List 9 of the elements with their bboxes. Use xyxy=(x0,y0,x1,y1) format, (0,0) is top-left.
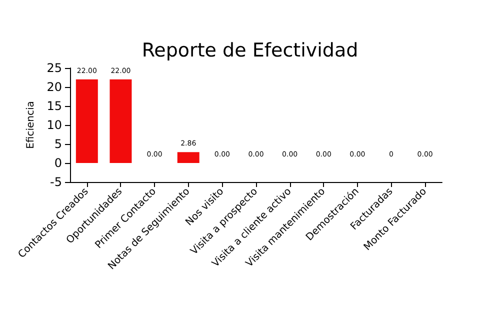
y-tick-label: -5 xyxy=(50,175,62,189)
chart-title: Reporte de Efectividad xyxy=(142,40,358,62)
y-tick-label: 25 xyxy=(46,61,62,75)
y-tick-label: 20 xyxy=(46,80,62,94)
y-tick-label: 15 xyxy=(46,99,62,113)
y-axis-title: Eficiencia xyxy=(25,101,36,149)
y-tick-label: 0 xyxy=(54,156,62,170)
y-tick-label: 5 xyxy=(54,137,62,151)
y-tick-label: 10 xyxy=(46,118,62,132)
